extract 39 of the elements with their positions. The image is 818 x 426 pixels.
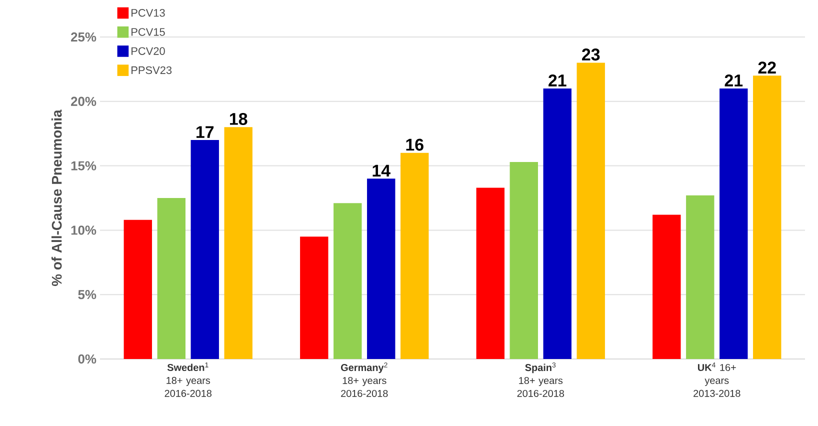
data-label: 21 xyxy=(548,74,566,86)
bar xyxy=(400,152,429,359)
bar xyxy=(652,214,681,359)
data-label: 23 xyxy=(582,48,600,61)
category-label: Sweden$^{1}$ 18+ years 2016-2018 xyxy=(164,362,212,397)
data-label: 17 xyxy=(196,126,214,138)
bar xyxy=(510,162,538,359)
y-tick-label: 0% xyxy=(78,354,96,364)
bar xyxy=(124,220,152,359)
legend-label: PPSV23 xyxy=(132,66,172,74)
bar xyxy=(686,195,714,359)
category-label: Germany$^{2}$ 18+ years 2016-2018 xyxy=(341,362,388,397)
legend-label: PCV20 xyxy=(132,47,165,55)
bar xyxy=(190,140,219,359)
y-tick-label: 5% xyxy=(78,290,96,300)
bar xyxy=(224,127,252,359)
bar xyxy=(720,88,748,359)
bar xyxy=(300,236,328,359)
bar xyxy=(334,203,362,359)
data-label: 18 xyxy=(230,112,248,125)
legend-label: PCV15 xyxy=(132,28,165,36)
y-tick-label: 20% xyxy=(71,96,96,106)
bar xyxy=(367,178,396,359)
y-tick-label: 15% xyxy=(71,161,96,170)
bar xyxy=(753,76,782,359)
bar xyxy=(476,188,504,359)
bar xyxy=(157,198,186,359)
data-label: 14 xyxy=(372,164,390,176)
y-axis-title: % of All-Cause Pneumonia xyxy=(51,110,62,286)
category-label: Spain$^{3}$ 18+ years 2016-2018 xyxy=(517,362,564,397)
data-label: 21 xyxy=(724,74,743,86)
y-tick-label: 10% xyxy=(71,226,96,235)
data-label: 16 xyxy=(406,138,424,151)
x-tick-label: UK$^{4}$ 16+ years 2013-2018 xyxy=(694,362,740,397)
legend-label: PCV13 xyxy=(132,8,165,17)
bar xyxy=(576,62,605,359)
y-tick-label: 25% xyxy=(71,32,96,42)
bar xyxy=(543,88,572,359)
data-label: 22 xyxy=(758,62,776,74)
